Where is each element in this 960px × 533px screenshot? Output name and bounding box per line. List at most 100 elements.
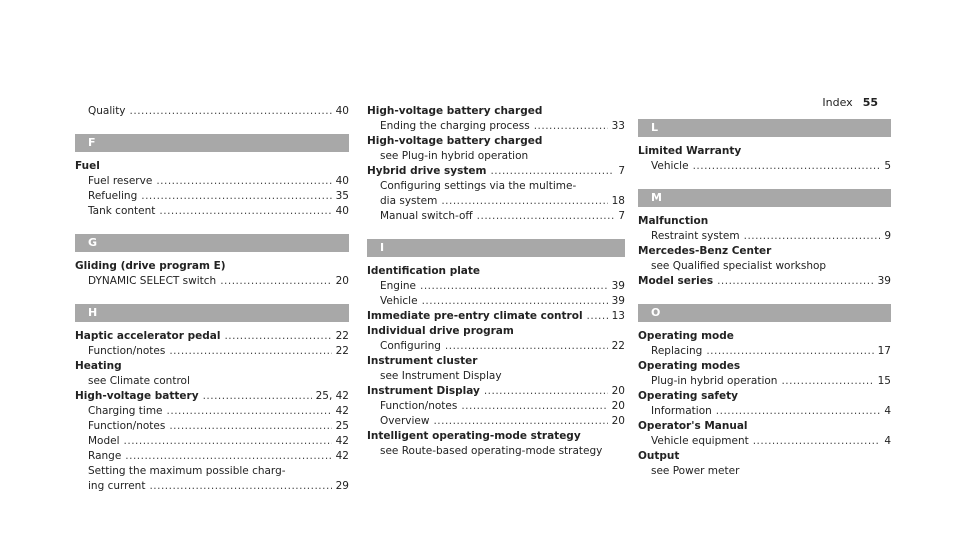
page-reference: 40	[335, 175, 349, 187]
entry-label: Gliding (drive program E)	[75, 260, 226, 272]
index-subentry-text: see Climate control	[88, 375, 190, 387]
index-subentry-text: see Plug-in hybrid operation	[380, 150, 529, 162]
page-reference: 17	[877, 345, 891, 357]
entry-label: Restraint system	[651, 230, 740, 242]
index-subentry: Model 42	[75, 434, 349, 449]
entry-label: Individual drive program	[367, 325, 514, 337]
entry-label: High-voltage battery charged	[367, 135, 543, 147]
index-subentry-text: Setting the maximum possible charg-	[88, 465, 286, 477]
page-reference: 20	[335, 275, 349, 287]
index-subentry: Manual switch-off 7	[367, 209, 625, 224]
entry-label: Refueling	[88, 190, 138, 202]
page-reference: 25, 42	[315, 390, 349, 402]
index-subentry: Overview 20	[367, 414, 625, 429]
page-reference: 35	[335, 190, 349, 202]
index-subentry-text: see Power meter	[651, 465, 740, 477]
page-reference: 7	[618, 210, 625, 222]
dot-leader	[461, 399, 607, 414]
index-entry: Mercedes-Benz Center	[638, 244, 891, 259]
index-subentry: Function/notes 20	[367, 399, 625, 414]
page-reference: 22	[335, 330, 349, 342]
index-subentry: Function/notes 25	[75, 419, 349, 434]
entry-label: Operating modes	[638, 360, 741, 372]
dot-leader	[169, 419, 331, 434]
page-reference: 20	[611, 400, 625, 412]
entry-label: dia system	[380, 195, 438, 207]
page-reference: 42	[335, 435, 349, 447]
entry-label: Function/notes	[88, 420, 166, 432]
page-reference: 4	[884, 435, 891, 447]
dot-leader	[159, 204, 331, 219]
entry-label: Fuel reserve	[88, 175, 153, 187]
index-subentry-text: see Instrument Display	[380, 370, 502, 382]
index-column-3: L Limited Warranty Vehicle 5 M Malfunction Res…	[638, 104, 891, 479]
entry-label: Tank content	[88, 205, 156, 217]
dot-leader	[156, 174, 331, 189]
index-column-1: Quality 40 F Fuel Fuel reserve 40 Refueling 35 T…	[75, 104, 349, 494]
index-entry: Fuel	[75, 159, 349, 174]
index-entry: Individual drive program	[367, 324, 625, 339]
page-reference: 20	[611, 415, 625, 427]
index-entry: Limited Warranty	[638, 144, 891, 159]
entry-label: Instrument Display	[367, 385, 480, 397]
dot-leader	[534, 119, 608, 134]
entry-label: Ending the charging process	[380, 120, 530, 132]
dot-leader	[203, 389, 312, 404]
entry-label: Model series	[638, 275, 714, 287]
entry-label: High-voltage battery	[75, 390, 199, 402]
entry-label: Mercedes-Benz Center	[638, 245, 772, 257]
index-subentry: Configuring 22	[367, 339, 625, 354]
dot-leader	[125, 449, 331, 464]
dot-leader	[167, 404, 332, 419]
entry-label: Configuring	[380, 340, 441, 352]
page-reference: 20	[611, 385, 625, 397]
index-subentry: Ending the charging process 33	[367, 119, 625, 134]
page-reference: 22	[335, 345, 349, 357]
page-reference: 18	[611, 195, 625, 207]
entry-label: Haptic accelerator pedal	[75, 330, 221, 342]
page-header: Index 55	[822, 96, 878, 109]
page-reference: 33	[611, 120, 625, 132]
index-entry: High-voltage battery charged	[367, 134, 625, 149]
index-label: Index	[822, 96, 853, 109]
entry-label: Malfunction	[638, 215, 709, 227]
index-subentry-text: see Qualified specialist workshop	[651, 260, 827, 272]
page-reference: 25	[335, 420, 349, 432]
index-entry: Heating	[75, 359, 349, 374]
page-reference: 4	[884, 405, 891, 417]
entry-label: High-voltage battery charged	[367, 105, 543, 117]
index-entry: Malfunction	[638, 214, 891, 229]
index-subentry: Replacing 17	[638, 344, 891, 359]
dot-leader	[781, 374, 873, 389]
index-subentry: Tank content 40	[75, 204, 349, 219]
index-subentry: Vehicle equipment 4	[638, 434, 891, 449]
index-subentry: Quality 40	[75, 104, 349, 119]
index-subentry: Engine 39	[367, 279, 625, 294]
entry-label: Output	[638, 450, 680, 462]
entry-label: Range	[88, 450, 122, 462]
index-subentry: DYNAMIC SELECT switch 20	[75, 274, 349, 289]
index-entry: Operating safety	[638, 389, 891, 404]
index-entry: Output	[638, 449, 891, 464]
index-subentry: Range 42	[75, 449, 349, 464]
entry-label: Operating safety	[638, 390, 738, 402]
index-entry: Immediate pre-entry climate control 13	[367, 309, 625, 324]
index-subentry: dia system 18	[367, 194, 625, 209]
dot-leader	[124, 434, 332, 449]
page-reference: 42	[335, 450, 349, 462]
index-entry: Model series 39	[638, 274, 891, 289]
section-letter: H	[75, 304, 349, 322]
dot-leader	[445, 339, 608, 354]
entry-label: Quality	[88, 105, 126, 117]
dot-leader	[420, 279, 608, 294]
index-entry: Intelligent operating-mode strategy	[367, 429, 625, 444]
entry-label: Vehicle	[651, 160, 689, 172]
dot-leader	[477, 209, 615, 224]
index-entry: High-voltage battery 25, 42	[75, 389, 349, 404]
entry-label: Fuel	[75, 160, 100, 172]
entry-label: Engine	[380, 280, 416, 292]
index-subentry: Refueling 35	[75, 189, 349, 204]
page-reference: 39	[877, 275, 891, 287]
entry-label: Function/notes	[380, 400, 458, 412]
index-subentry: Charging time 42	[75, 404, 349, 419]
